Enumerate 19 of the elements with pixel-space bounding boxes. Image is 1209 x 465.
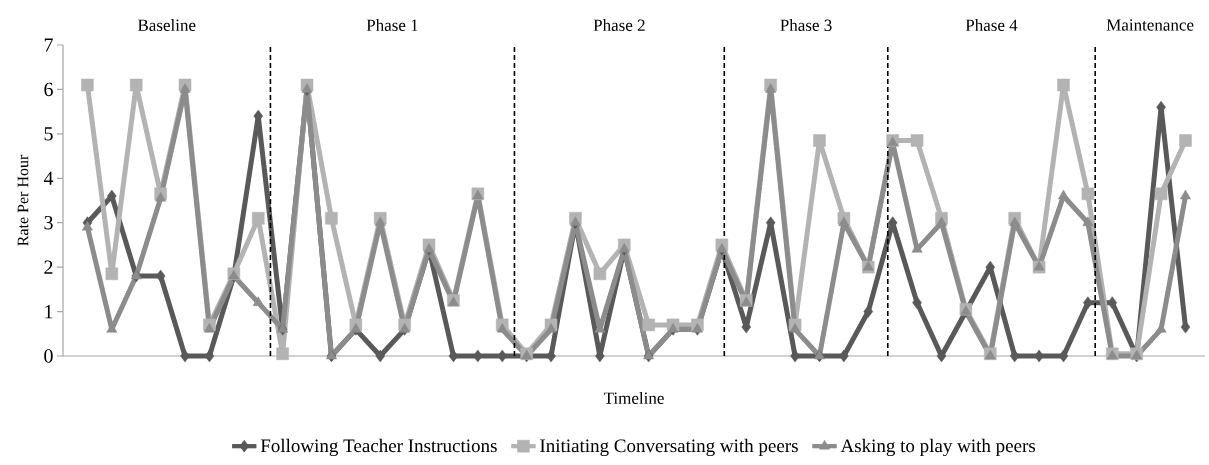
y-tick-label: 3: [44, 215, 53, 230]
y-tick-label: 4: [43, 171, 54, 185]
text: Phase 4: [965, 19, 1018, 31]
y-axis-title: Rate Per Hour: [17, 154, 29, 246]
text: Phase 3: [780, 19, 832, 31]
y-tick-label: 2: [44, 260, 53, 274]
text: Phase 2: [593, 19, 645, 31]
y-tick-label: 7: [44, 38, 53, 52]
legend-label: Initiating Conversating with peers: [540, 438, 798, 457]
y-tick-label: 1: [45, 304, 53, 319]
text: Maintenance: [1106, 19, 1194, 31]
legend-label: Following Teacher Instructions: [260, 438, 497, 457]
text: Baseline: [137, 19, 196, 31]
y-tick-label: 0: [44, 349, 53, 363]
text: Phase 1: [366, 19, 418, 31]
y-tick-label: 5: [44, 127, 53, 141]
legend-label: Asking to play with peers: [840, 438, 1036, 457]
x-axis-title: Timeline: [603, 391, 664, 404]
y-tick-label: 6: [44, 82, 53, 97]
